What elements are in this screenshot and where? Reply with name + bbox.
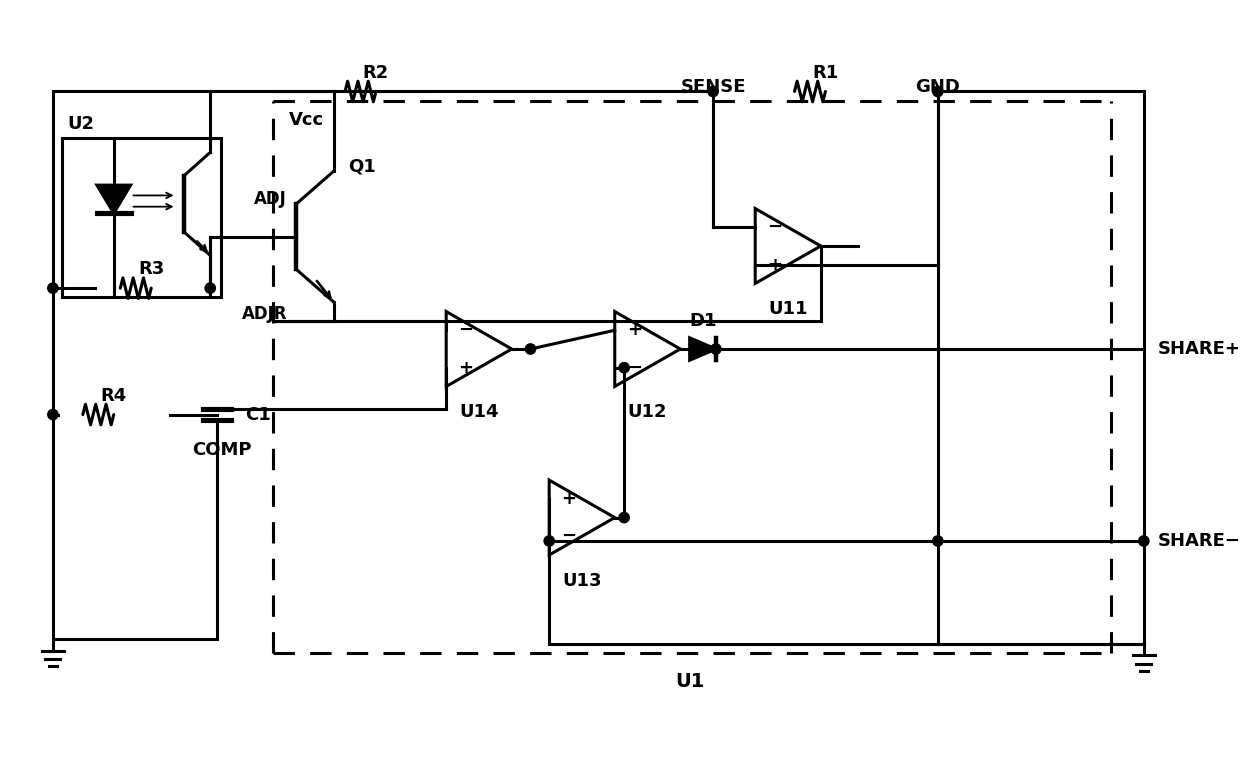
- Circle shape: [48, 410, 58, 419]
- Text: SHARE−: SHARE−: [1158, 532, 1240, 550]
- Text: ADJ: ADJ: [254, 190, 286, 208]
- Text: U13: U13: [562, 572, 601, 590]
- Text: +: +: [562, 490, 577, 508]
- Text: U2: U2: [67, 115, 94, 133]
- Text: Vcc: Vcc: [289, 111, 325, 129]
- Text: −: −: [459, 321, 474, 339]
- Text: Q1: Q1: [348, 157, 376, 176]
- Circle shape: [619, 363, 629, 373]
- Text: ADJR: ADJR: [242, 305, 286, 323]
- Text: R4: R4: [100, 387, 126, 405]
- Circle shape: [619, 512, 629, 523]
- Text: −: −: [562, 528, 577, 545]
- Text: D1: D1: [689, 312, 717, 330]
- Circle shape: [1138, 536, 1149, 546]
- Text: R2: R2: [363, 64, 389, 82]
- Text: U11: U11: [769, 301, 807, 318]
- Text: COMP: COMP: [192, 441, 252, 459]
- Text: GND: GND: [915, 78, 960, 96]
- Circle shape: [711, 344, 720, 354]
- Text: U12: U12: [627, 403, 667, 422]
- Text: C1: C1: [244, 406, 270, 424]
- Text: R1: R1: [812, 64, 838, 82]
- Text: +: +: [768, 256, 782, 274]
- Text: −: −: [768, 218, 782, 236]
- Polygon shape: [689, 338, 715, 360]
- Bar: [62, 139, 222, 298]
- Text: U14: U14: [459, 403, 498, 422]
- Circle shape: [932, 86, 942, 97]
- Circle shape: [544, 536, 554, 546]
- Text: U1: U1: [675, 672, 704, 691]
- Text: SENSE: SENSE: [681, 78, 745, 96]
- Circle shape: [526, 344, 536, 354]
- Text: +: +: [459, 359, 474, 377]
- Text: −: −: [627, 359, 642, 377]
- Circle shape: [932, 536, 942, 546]
- Text: +: +: [627, 321, 642, 339]
- Circle shape: [205, 283, 216, 293]
- Circle shape: [708, 86, 718, 97]
- Polygon shape: [97, 185, 130, 213]
- Text: R3: R3: [138, 260, 165, 279]
- Circle shape: [48, 283, 58, 293]
- Text: SHARE+: SHARE+: [1158, 340, 1240, 358]
